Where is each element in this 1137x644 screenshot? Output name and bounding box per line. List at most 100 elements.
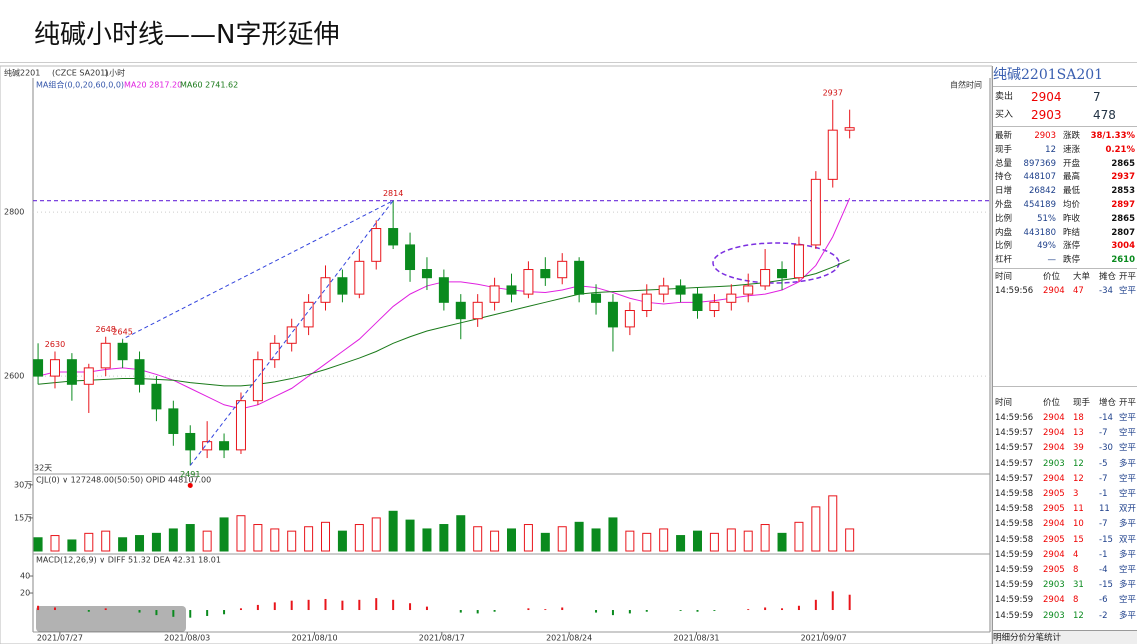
x-tick-label: 2021/08/03 <box>164 634 210 643</box>
quote-row: 现手 12 速涨 0.21% <box>993 143 1137 157</box>
candle-body <box>472 301 483 320</box>
value: 0.21% <box>1105 144 1136 155</box>
volume-bar <box>185 524 195 552</box>
cell: 2903 <box>1043 458 1065 469</box>
cell: 2903 <box>1043 580 1065 591</box>
tabs: 明细分价分笔统计 <box>993 630 1137 644</box>
tab[interactable]: 分笔 <box>1027 633 1045 643</box>
quote-header: 纯碱2201SA201 <box>993 66 1137 84</box>
candle-body <box>523 269 534 295</box>
cell: -30 <box>1099 443 1113 454</box>
chart: 纯碱2201 (CZCE SA201) 1小时 自然时间 MA组合(0,0,20… <box>0 65 992 644</box>
volume-bar <box>676 535 686 552</box>
cell: 3 <box>1073 489 1079 499</box>
cell: 空平 <box>1119 595 1137 606</box>
quote-row: 日增 26842 最低 2853 <box>993 184 1137 198</box>
cell: 2904 <box>1043 413 1065 423</box>
cell: 12 <box>1073 473 1084 484</box>
time-mode[interactable]: 自然时间 <box>950 80 982 90</box>
candle-body <box>810 178 821 246</box>
cell: -7 <box>1099 473 1108 484</box>
cell: 14:59:59 <box>995 549 1034 560</box>
macd-label: MACD(12,26,9) ∨ DIFF 51.32 DEA 42.31 18.… <box>36 556 221 565</box>
volume-bar <box>794 521 804 552</box>
value: 454189 <box>1023 200 1056 210</box>
volume-bar <box>321 521 331 552</box>
volume-bar <box>490 530 500 552</box>
candle-body <box>726 293 737 303</box>
cell: 空平 <box>1119 286 1137 296</box>
trade-row: 14:59:59 2904 4 -1 多平 <box>993 548 1137 562</box>
y-tick-label: 2600 <box>4 372 24 381</box>
trade-row: 14:59:57 2904 12 -7 空平 <box>993 472 1137 486</box>
candle-body <box>743 285 754 295</box>
volume-bar <box>557 526 567 552</box>
volume-bar <box>354 524 364 552</box>
y-tick-label: 30万 <box>14 480 32 489</box>
tab[interactable]: 明细 <box>993 633 1011 643</box>
cell: -1 <box>1099 549 1108 560</box>
cell: 14:59:57 <box>995 473 1034 484</box>
candle-body <box>675 285 686 295</box>
divider <box>0 62 1137 63</box>
cell: 10 <box>1073 519 1084 530</box>
qty: 478 <box>1093 108 1116 122</box>
cell: -5 <box>1099 458 1108 469</box>
trade-row: 14:59:57 2903 12 -5 多平 <box>993 457 1137 471</box>
cell: 摊仓 <box>1099 272 1117 282</box>
cell: -6 <box>1099 595 1108 606</box>
volume-bar <box>219 517 229 552</box>
value: 51% <box>1037 213 1056 224</box>
cell: 2904 <box>1043 519 1065 530</box>
ma-group: MA组合(0,0,20,60,0,0) <box>36 80 124 90</box>
video-controls <box>36 606 186 632</box>
field: 日增 <box>995 186 1013 197</box>
label: 卖出 <box>995 92 1014 102</box>
cell: 14:59:57 <box>995 443 1034 454</box>
cell: 多平 <box>1119 610 1137 621</box>
candle-body <box>33 359 44 377</box>
field: 比例 <box>995 213 1013 224</box>
tab[interactable]: 分价 <box>1010 633 1028 643</box>
cell: 2904 <box>1043 549 1065 560</box>
candle-body <box>405 244 416 271</box>
cell: 31 <box>1073 580 1084 591</box>
volume-bar <box>659 528 669 552</box>
field: 最高 <box>1063 172 1081 183</box>
volume-bar <box>591 528 601 552</box>
cell: 2905 <box>1043 504 1065 515</box>
volume-bar <box>523 524 533 552</box>
candle-body <box>777 269 788 279</box>
trades-header: 时间 价位 现手 增仓 开平 <box>993 396 1137 410</box>
cell: -4 <box>1099 565 1108 575</box>
cell: 双开 <box>1119 504 1137 515</box>
trade-row: 14:59:58 2905 15 -15 双平 <box>993 533 1137 547</box>
quote-row: 杠杆 — 跌停 2610 <box>993 253 1137 267</box>
x-tick-label: 2021/08/17 <box>419 634 465 643</box>
cell: 2904 <box>1043 286 1065 296</box>
value: 2865 <box>1111 158 1135 169</box>
candle-body <box>371 228 382 262</box>
price: 2904 <box>1031 90 1062 104</box>
price: 2903 <box>1031 108 1062 122</box>
candle-body <box>607 301 618 328</box>
trade-row: 14:59:59 2903 12 -2 多平 <box>993 609 1137 623</box>
quote-row: 比例 51% 昨收 2865 <box>993 212 1137 226</box>
cell: 11 <box>1073 504 1084 515</box>
quote-panel: 纯碱2201SA201 卖出 2904 7 买入 2903 478 最新 2903 涨跌 38/1.… <box>992 66 1137 644</box>
cell: 空平 <box>1119 428 1137 439</box>
cell: 空平 <box>1119 473 1137 484</box>
quote-name: 纯碱2201 <box>993 67 1057 83</box>
tab[interactable]: 统计 <box>1044 633 1062 643</box>
cell: 13 <box>1073 428 1084 439</box>
cell: 15 <box>1073 534 1084 545</box>
value: 2937 <box>1111 172 1135 183</box>
candle-body <box>388 228 399 246</box>
volume-bar <box>456 515 466 552</box>
candle-body <box>489 285 500 303</box>
x-tick-label: 2021/07/27 <box>37 634 83 643</box>
cell: 39 <box>1073 443 1084 454</box>
candle-body <box>303 301 314 328</box>
y-tick-label: 2800 <box>4 208 24 217</box>
page-title: 纯碱小时线——N字形延伸 <box>34 20 340 50</box>
